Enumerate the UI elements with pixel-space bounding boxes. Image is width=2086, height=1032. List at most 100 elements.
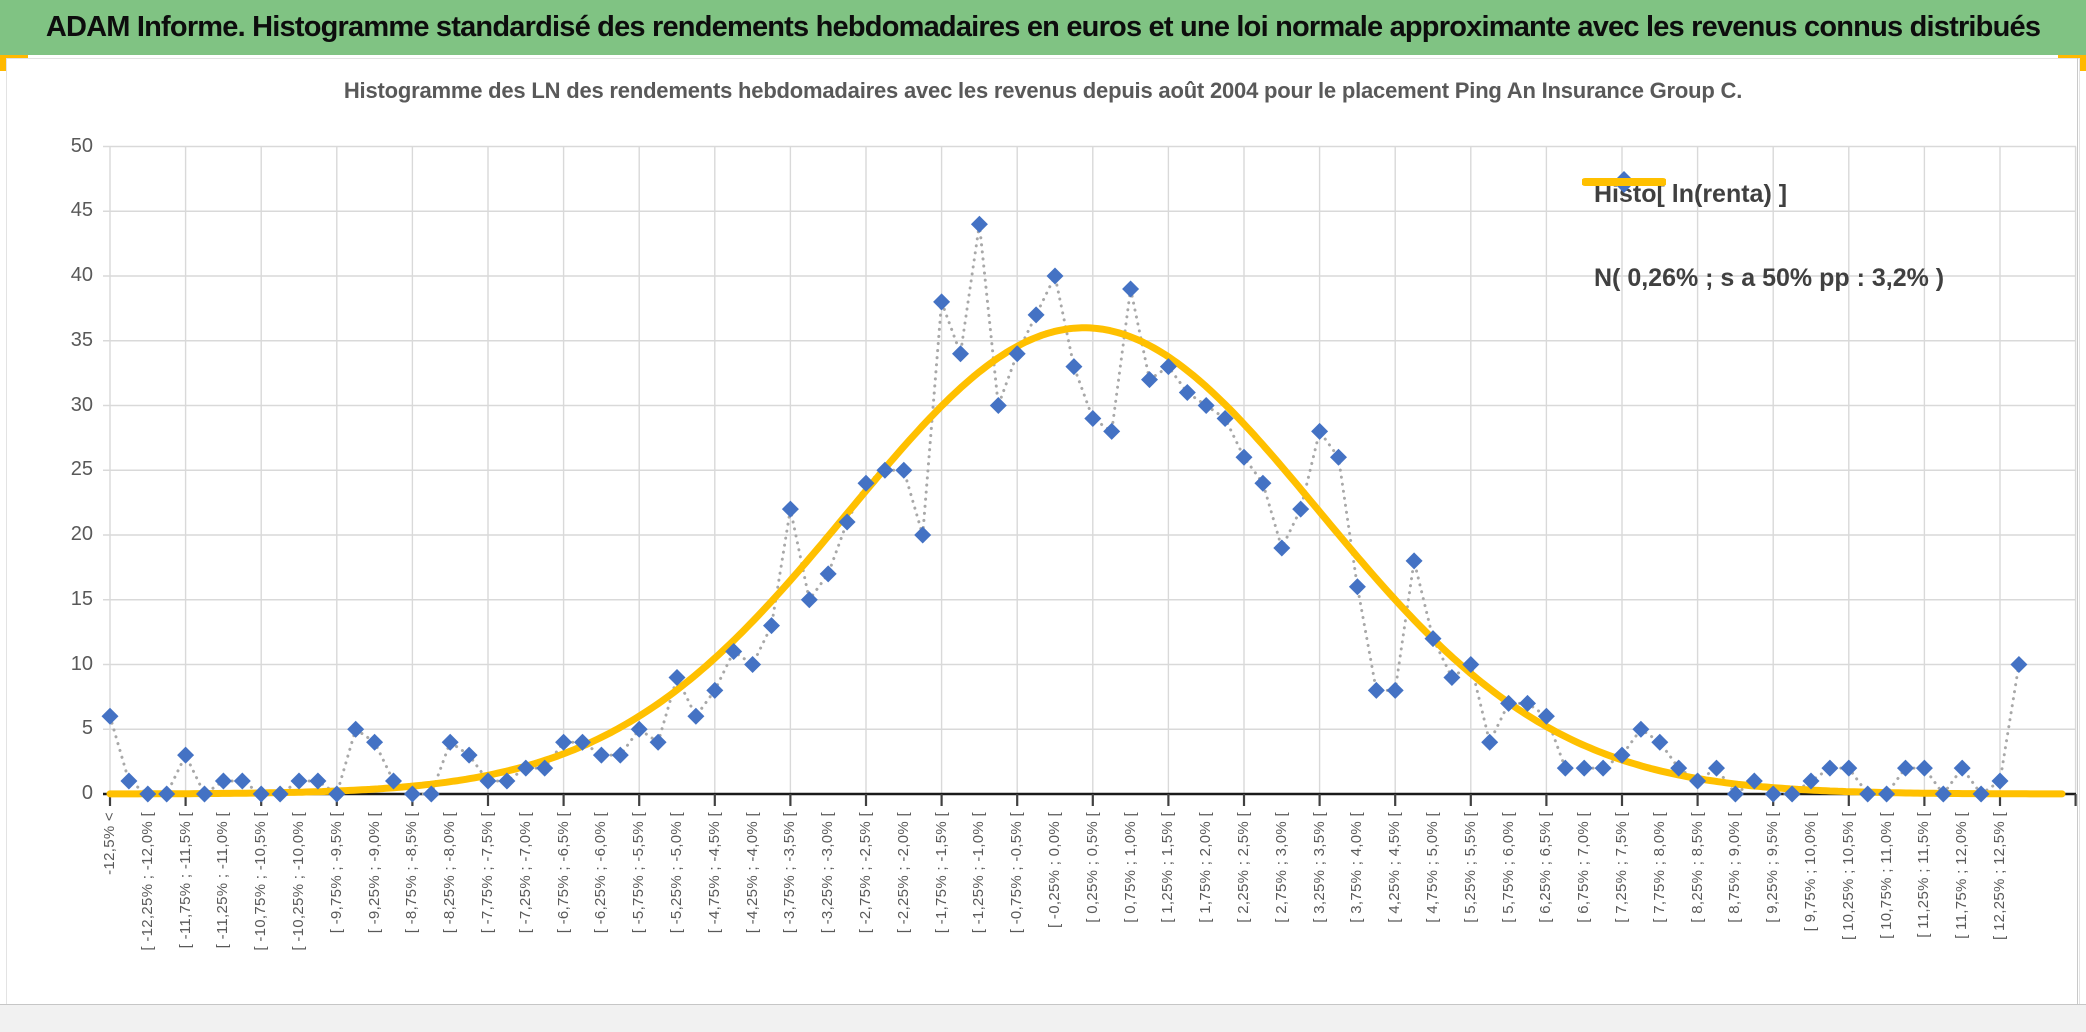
data-point-diamond[interactable] xyxy=(1500,694,1518,712)
data-point-diamond[interactable] xyxy=(857,474,875,492)
data-point-diamond[interactable] xyxy=(1273,539,1291,557)
data-point-diamond[interactable] xyxy=(1292,500,1310,518)
data-point-diamond[interactable] xyxy=(630,720,648,738)
data-point-diamond[interactable] xyxy=(800,591,818,609)
data-point-diamond[interactable] xyxy=(479,772,497,790)
data-point-diamond[interactable] xyxy=(687,707,705,725)
data-point-diamond[interactable] xyxy=(1670,759,1688,777)
data-point-diamond[interactable] xyxy=(1481,733,1499,751)
data-point-diamond[interactable] xyxy=(177,746,195,764)
data-point-diamond[interactable] xyxy=(706,681,724,699)
data-point-diamond[interactable] xyxy=(158,785,176,803)
data-point-diamond[interactable] xyxy=(933,293,951,311)
data-point-diamond[interactable] xyxy=(838,513,856,531)
data-point-diamond[interactable] xyxy=(1689,772,1707,790)
data-point-diamond[interactable] xyxy=(385,772,402,790)
data-point-diamond[interactable] xyxy=(1972,785,1990,803)
data-point-diamond[interactable] xyxy=(403,785,421,803)
data-point-diamond[interactable] xyxy=(460,746,478,764)
data-point-diamond[interactable] xyxy=(120,772,138,790)
data-point-diamond[interactable] xyxy=(1462,656,1480,673)
data-point-diamond[interactable] xyxy=(914,526,932,544)
data-point-diamond[interactable] xyxy=(1632,720,1650,738)
data-point-diamond[interactable] xyxy=(1953,759,1971,777)
data-point-diamond[interactable] xyxy=(555,733,573,751)
data-point-diamond[interactable] xyxy=(422,785,440,803)
data-point-diamond[interactable] xyxy=(1084,409,1102,427)
data-point-diamond[interactable] xyxy=(271,785,289,803)
data-point-diamond[interactable] xyxy=(1594,759,1612,777)
data-point-diamond[interactable] xyxy=(1065,358,1083,376)
data-point-diamond[interactable] xyxy=(1216,409,1234,427)
data-point-diamond[interactable] xyxy=(876,461,894,479)
data-point-diamond[interactable] xyxy=(989,397,1007,414)
data-point-diamond[interactable] xyxy=(1708,759,1725,777)
data-point-diamond[interactable] xyxy=(611,746,629,764)
data-point-diamond[interactable] xyxy=(1878,785,1896,803)
data-point-diamond[interactable] xyxy=(1103,422,1121,440)
data-point-diamond[interactable] xyxy=(498,772,516,790)
data-point-diamond[interactable] xyxy=(1367,681,1385,699)
data-point-diamond[interactable] xyxy=(725,643,743,661)
data-point-diamond[interactable] xyxy=(744,656,762,673)
data-point-diamond[interactable] xyxy=(1027,306,1045,324)
data-point-diamond[interactable] xyxy=(1348,578,1366,596)
data-point-diamond[interactable] xyxy=(1254,474,1272,492)
data-point-diamond[interactable] xyxy=(290,772,308,790)
data-point-diamond[interactable] xyxy=(366,733,384,751)
data-point-diamond[interactable] xyxy=(1405,552,1423,570)
data-point-diamond[interactable] xyxy=(214,772,232,790)
data-point-diamond[interactable] xyxy=(668,668,686,686)
data-point-diamond[interactable] xyxy=(781,500,799,518)
data-point-diamond[interactable] xyxy=(1821,759,1839,777)
data-point-diamond[interactable] xyxy=(649,733,667,751)
data-point-diamond[interactable] xyxy=(819,565,837,583)
data-point-diamond[interactable] xyxy=(441,733,459,751)
data-point-diamond[interactable] xyxy=(1197,397,1215,414)
data-point-diamond[interactable] xyxy=(592,746,610,764)
data-point-diamond[interactable] xyxy=(1046,267,1064,285)
data-point-diamond[interactable] xyxy=(139,785,157,803)
data-point-diamond[interactable] xyxy=(1991,772,2009,790)
data-point-diamond[interactable] xyxy=(1311,422,1329,440)
data-point-diamond[interactable] xyxy=(309,772,327,790)
data-point-diamond[interactable] xyxy=(233,772,251,790)
data-point-diamond[interactable] xyxy=(1859,785,1877,803)
data-point-diamond[interactable] xyxy=(1802,772,1820,790)
data-point-diamond[interactable] xyxy=(1122,280,1140,298)
data-point-diamond[interactable] xyxy=(536,759,554,777)
data-point-diamond[interactable] xyxy=(328,785,346,803)
data-point-diamond[interactable] xyxy=(1575,759,1593,777)
data-point-diamond[interactable] xyxy=(1915,759,1933,777)
data-point-diamond[interactable] xyxy=(952,345,969,363)
legend-entry-normal-curve[interactable]: N( 0,26% ; s a 50% pp : 3,2% ) xyxy=(1582,178,1944,304)
data-point-diamond[interactable] xyxy=(1745,772,1763,790)
data-point-diamond[interactable] xyxy=(1934,785,1952,803)
data-point-diamond[interactable] xyxy=(1235,448,1253,466)
data-point-diamond[interactable] xyxy=(252,785,270,803)
data-point-diamond[interactable] xyxy=(1897,759,1914,777)
data-point-diamond[interactable] xyxy=(1178,384,1196,402)
data-point-diamond[interactable] xyxy=(1424,630,1442,648)
data-point-diamond[interactable] xyxy=(1726,785,1744,803)
data-point-diamond[interactable] xyxy=(347,720,365,738)
data-point-diamond[interactable] xyxy=(1651,733,1669,751)
data-point-diamond[interactable] xyxy=(1519,694,1536,712)
chart-frame[interactable] xyxy=(6,58,2080,1006)
data-point-diamond[interactable] xyxy=(895,461,913,479)
data-point-diamond[interactable] xyxy=(970,215,988,233)
data-point-diamond[interactable] xyxy=(1783,785,1801,803)
data-point-diamond[interactable] xyxy=(1141,371,1158,389)
data-point-diamond[interactable] xyxy=(2010,656,2028,673)
data-point-diamond[interactable] xyxy=(1330,448,1347,466)
data-point-diamond[interactable] xyxy=(1386,681,1404,699)
data-point-diamond[interactable] xyxy=(517,759,535,777)
data-point-diamond[interactable] xyxy=(101,707,119,725)
data-point-diamond[interactable] xyxy=(1613,746,1631,764)
data-point-diamond[interactable] xyxy=(763,617,780,635)
data-point-diamond[interactable] xyxy=(1537,707,1555,725)
data-point-diamond[interactable] xyxy=(1443,668,1461,686)
data-point-diamond[interactable] xyxy=(574,733,591,751)
data-point-diamond[interactable] xyxy=(1008,345,1026,363)
